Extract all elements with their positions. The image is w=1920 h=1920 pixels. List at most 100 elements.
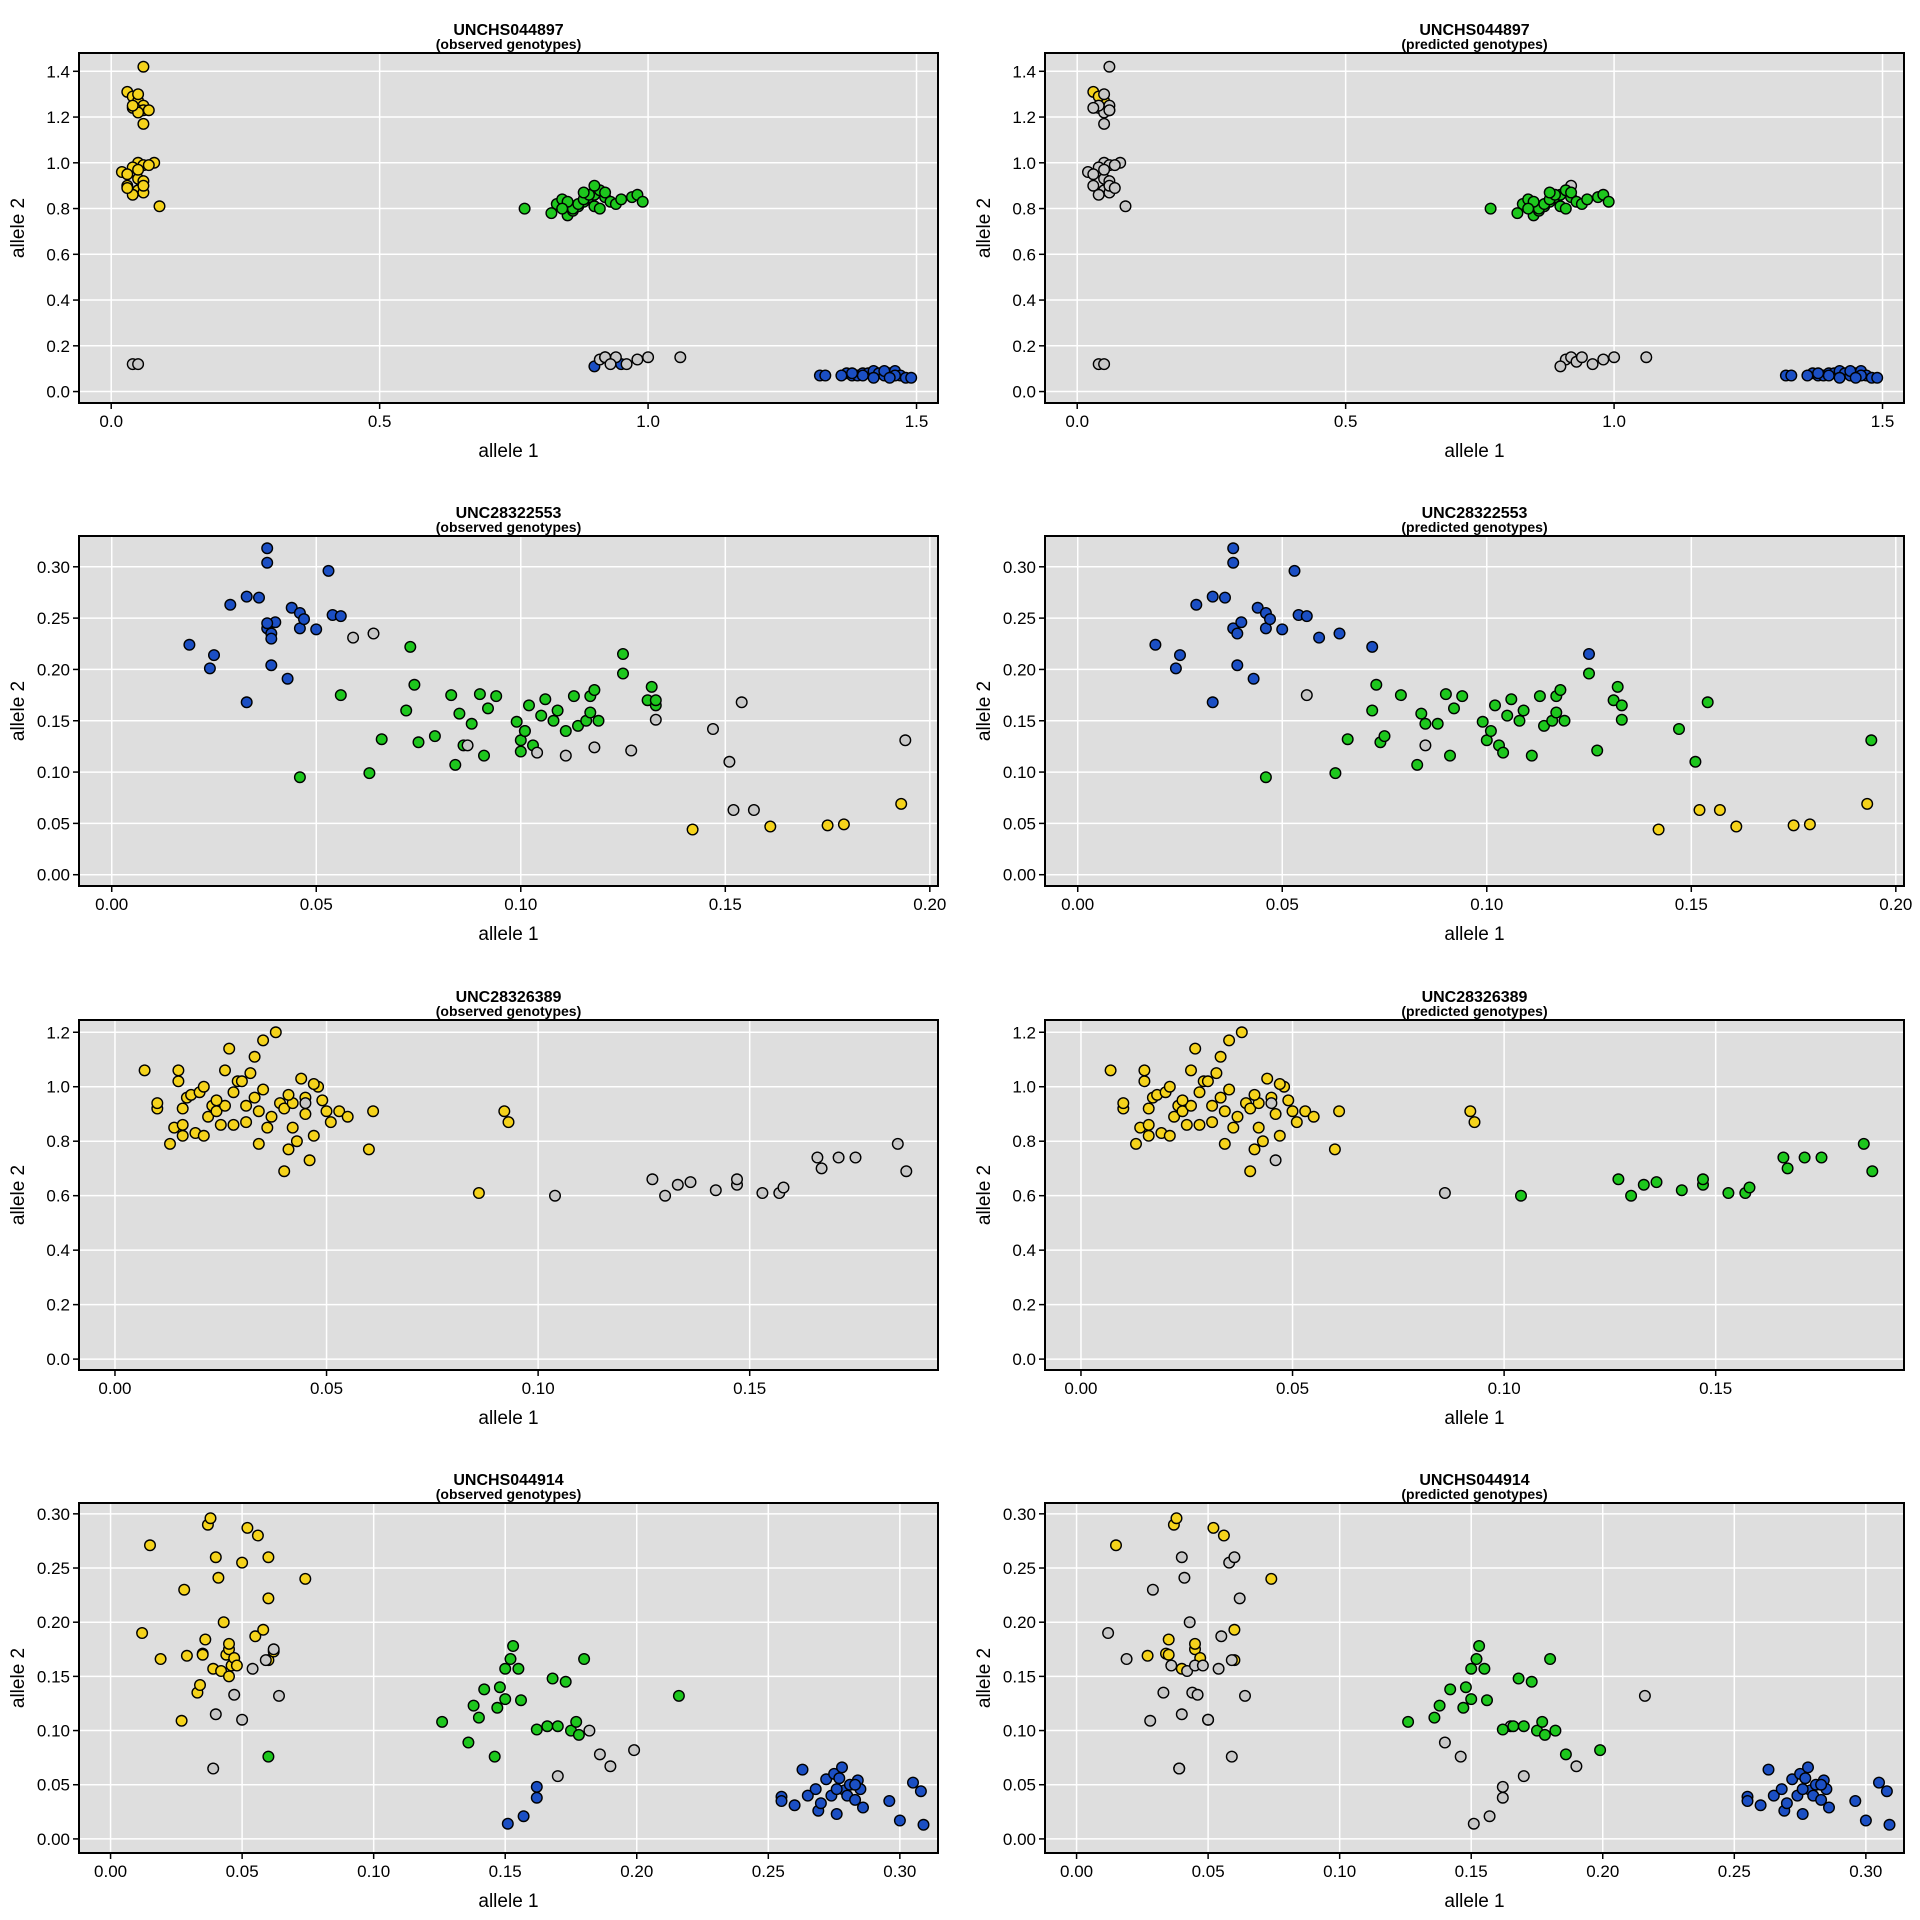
data-point [1872, 1776, 1885, 1789]
data-point [1543, 186, 1556, 199]
data-point [649, 694, 662, 707]
data-point [1206, 1116, 1219, 1129]
panel: UNC28326389(observed genotypes) 0.00 0.05 0… [8, 989, 939, 1429]
data-point [830, 1783, 843, 1796]
data-point [1507, 1720, 1520, 1733]
data-point [282, 1088, 295, 1101]
data-point [472, 1711, 485, 1724]
x-tick-label: 0.15 [1699, 1379, 1732, 1398]
data-point [207, 649, 220, 662]
data-point [1650, 1176, 1663, 1189]
data-point [1092, 188, 1105, 201]
data-point [1456, 690, 1469, 703]
data-point [235, 1075, 248, 1088]
data-point [227, 1086, 240, 1099]
data-point [290, 1135, 303, 1148]
data-point [1496, 1780, 1509, 1793]
data-point [1265, 1572, 1278, 1585]
plot-frame [1044, 535, 1905, 887]
data-point [1378, 730, 1391, 743]
data-point [1138, 1064, 1151, 1077]
data-point [1252, 1121, 1265, 1134]
x-tick-label: 0.10 [504, 895, 537, 914]
data-point [499, 1693, 512, 1706]
x-tick-label: 0.15 [1675, 895, 1708, 914]
data-point [549, 1189, 562, 1202]
y-tick-label: 0.0 [46, 383, 70, 402]
data-point [1464, 1105, 1477, 1118]
y-tick-label: 0.30 [37, 1505, 70, 1524]
data-point [240, 1099, 253, 1112]
data-point [218, 1099, 231, 1112]
panel-title: UNC28326389 [456, 989, 562, 1006]
x-tick-label: 0.25 [752, 1862, 785, 1881]
y-tick-label: 0.10 [37, 1722, 70, 1741]
data-point [1517, 1770, 1530, 1783]
data-point [1438, 1736, 1451, 1749]
x-tick-label: 0.5 [368, 412, 392, 431]
data-point [1212, 1662, 1225, 1675]
data-point [905, 371, 918, 384]
data-point [501, 1817, 514, 1830]
y-tick-label: 0.2 [46, 337, 70, 356]
data-point [1190, 598, 1203, 611]
data-point [449, 758, 462, 771]
y-tick-label: 0.20 [1003, 1613, 1036, 1632]
data-point [412, 736, 425, 749]
data-point [775, 1794, 788, 1807]
data-point [1142, 1102, 1155, 1115]
data-point [1533, 690, 1546, 703]
data-point [404, 640, 417, 653]
data-point [1102, 1626, 1115, 1639]
panel-subtitle: (observed genotypes) [436, 1003, 581, 1019]
data-point [502, 1116, 515, 1129]
x-axis-label: allele 1 [1444, 441, 1504, 462]
panel-subtitle: (predicted genotypes) [1401, 519, 1547, 535]
data-point [914, 1785, 927, 1798]
y-axis-label: allele 2 [8, 1165, 29, 1225]
data-point [857, 1801, 870, 1814]
data-point [604, 1760, 617, 1773]
data-point [1235, 1026, 1248, 1039]
data-point [846, 367, 859, 380]
data-point [1108, 159, 1121, 172]
data-point [1476, 715, 1489, 728]
data-point [815, 1162, 828, 1175]
data-point [1120, 1652, 1133, 1665]
data-point [240, 590, 253, 603]
data-point [659, 1189, 672, 1202]
data-point [1803, 818, 1816, 831]
y-tick-label: 0.2 [1012, 1296, 1036, 1315]
data-point [282, 1143, 295, 1156]
plot-background [79, 1503, 938, 1853]
data-point [1511, 207, 1524, 220]
data-point [1428, 1711, 1441, 1724]
data-point [883, 371, 896, 384]
data-point [222, 1670, 235, 1683]
data-point [1672, 723, 1685, 736]
data-point [592, 714, 605, 727]
data-point [1512, 1672, 1525, 1685]
panel-subtitle: (predicted genotypes) [1401, 1003, 1547, 1019]
x-tick-label: 0.0 [99, 412, 123, 431]
data-point [1615, 699, 1628, 712]
data-point [551, 704, 564, 717]
data-point [1730, 820, 1743, 833]
x-tick-label: 0.05 [1192, 1862, 1225, 1881]
y-tick-label: 0.10 [37, 763, 70, 782]
data-point [1591, 744, 1604, 757]
data-point [1206, 1099, 1219, 1112]
data-point [788, 1799, 801, 1812]
y-tick-label: 0.00 [37, 866, 70, 885]
data-point [163, 1137, 176, 1150]
y-tick-label: 0.4 [1012, 291, 1036, 310]
data-point [1767, 1789, 1780, 1802]
data-point [1299, 1105, 1312, 1118]
data-point [535, 709, 548, 722]
data-point [617, 667, 630, 680]
plot-background [1045, 1503, 1904, 1853]
data-point [126, 99, 139, 112]
data-point [299, 1097, 312, 1110]
data-point [1141, 1649, 1154, 1662]
y-tick-label: 0.05 [37, 1776, 70, 1795]
